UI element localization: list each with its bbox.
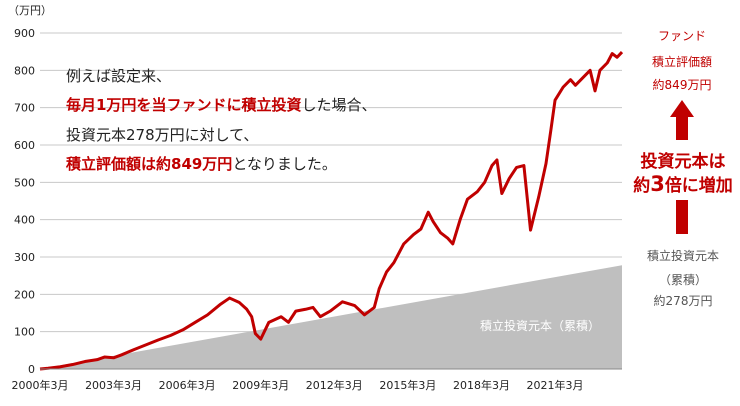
y-tick-label: 300	[14, 251, 35, 264]
fund-value-annotation: ファンド 積立評価額 約849万円	[652, 29, 712, 92]
y-unit-label: （万円）	[8, 4, 52, 17]
principal-area-label: 積立投資元本（累積）	[480, 318, 600, 333]
y-tick-label: 200	[14, 288, 35, 301]
x-tick-label: 2006年3月	[159, 378, 216, 392]
fund-value: 約849万円	[653, 77, 712, 92]
y-tick-label: 400	[14, 214, 35, 227]
y-tick-label: 700	[14, 102, 35, 115]
fund-value-label: 積立評価額	[652, 54, 712, 69]
multiplier-line-2: 約3倍に増加	[633, 172, 733, 196]
y-tick-label: 0	[28, 363, 35, 376]
x-tick-label: 2021年3月	[527, 378, 584, 392]
y-tick-label: 900	[14, 27, 35, 40]
multiplier-number: 3	[650, 172, 665, 196]
multiplier-line-1: 投資元本は	[641, 151, 726, 172]
x-tick-labels: 2000年3月 2003年3月 2006年3月 2009年3月 2012年3月 2015年…	[12, 378, 584, 392]
fund-label: ファンド	[658, 29, 706, 43]
principal-area	[40, 265, 622, 369]
note-line-2: 毎月1万円を当ファンドに積立投資した場合、	[66, 96, 376, 114]
principal-annotation: 積立投資元本 （累積） 約278万円	[647, 248, 719, 308]
explanation-note: 例えば設定来、 毎月1万円を当ファンドに積立投資した場合、 投資元本278万円に…	[65, 67, 376, 173]
y-tick-label: 600	[14, 139, 35, 152]
note-line-2-highlight: 毎月1万円を当ファンドに積立投資	[66, 96, 301, 114]
note-line-1: 例えば設定来、	[66, 67, 171, 85]
x-tick-label: 2015年3月	[379, 378, 436, 392]
x-tick-label: 2018年3月	[453, 378, 510, 392]
y-tick-label: 100	[14, 326, 35, 339]
principal-sub-label: （累積）	[659, 272, 707, 287]
principal-value: 約278万円	[654, 293, 713, 308]
note-line-2-rest: した場合、	[301, 96, 376, 114]
note-line-4-highlight: 積立評価額は約849万円	[65, 155, 232, 173]
x-tick-label: 2003年3月	[85, 378, 142, 392]
x-tick-label: 2000年3月	[12, 378, 69, 392]
multiplier-prefix: 約	[633, 175, 650, 196]
arrow-stem-icon	[676, 200, 688, 234]
x-tick-label: 2012年3月	[306, 378, 363, 392]
gridlines	[40, 32, 622, 333]
principal-label: 積立投資元本	[647, 248, 719, 263]
note-line-4: 積立評価額は約849万円となりました。	[65, 155, 337, 173]
y-tick-label: 500	[14, 176, 35, 189]
up-arrow-icon	[670, 100, 694, 140]
multiplier-callout: 投資元本は 約3倍に増加	[633, 151, 733, 196]
y-tick-label: 800	[14, 64, 35, 77]
x-tick-label: 2009年3月	[232, 378, 289, 392]
note-line-3: 投資元本278万円に対して、	[66, 126, 258, 144]
multiplier-suffix: 倍に増加	[665, 175, 733, 196]
y-tick-labels: 0 100 200 300 400 500 600 700 800 900	[14, 27, 35, 376]
note-line-4-rest: となりました。	[232, 155, 337, 173]
fund-value-line	[39, 51, 624, 371]
